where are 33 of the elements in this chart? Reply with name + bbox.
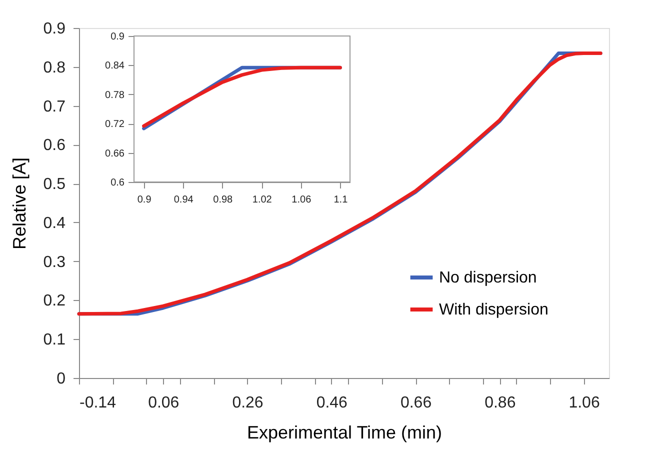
- x-tick-label: 0.86: [484, 394, 516, 412]
- x-axis-title: Experimental Time (min): [246, 422, 442, 442]
- x-tick-label: 0.94: [174, 194, 194, 206]
- y-tick-label: 0.72: [105, 119, 125, 130]
- x-tick-label: -0.14: [80, 394, 116, 412]
- y-tick-label: 0.5: [43, 176, 66, 194]
- y-tick-label: 0.66: [105, 148, 125, 160]
- x-tick-label: 1.06: [568, 394, 600, 412]
- y-tick-label: 0.9: [43, 20, 66, 38]
- y-tick-label: 0.84: [105, 60, 125, 72]
- y-axis-title: Relative [A]: [9, 157, 30, 250]
- y-tick-label: 0.9: [110, 32, 125, 42]
- legend-label: With dispersion: [439, 302, 548, 318]
- x-tick-label: 0.98: [213, 194, 234, 206]
- x-tick-label: 0.26: [232, 394, 264, 412]
- y-tick-label: 0.2: [43, 292, 66, 310]
- y-tick-label: 0.6: [110, 178, 125, 188]
- y-tick-label: 0.1: [43, 332, 66, 349]
- x-tick-label: 1.1: [334, 194, 348, 206]
- y-tick-label: 0.4: [43, 214, 66, 232]
- y-tick-label: 0.78: [105, 90, 125, 101]
- x-tick-label: 1.06: [292, 194, 312, 206]
- y-tick-label: 0.7: [43, 98, 66, 116]
- y-tick-label: 0.8: [43, 59, 66, 76]
- y-tick-label: 0.3: [43, 254, 66, 271]
- x-tick-label: 0.66: [400, 394, 432, 412]
- x-tick-label: 0.46: [316, 394, 348, 412]
- x-tick-label: 0.9: [137, 194, 152, 206]
- y-tick-label: 0.6: [43, 137, 66, 154]
- legend-label: No dispersion: [439, 270, 537, 286]
- y-tick-label: 0: [56, 370, 66, 388]
- x-tick-label: 1.02: [252, 194, 272, 206]
- x-tick-label: 0.06: [148, 394, 180, 412]
